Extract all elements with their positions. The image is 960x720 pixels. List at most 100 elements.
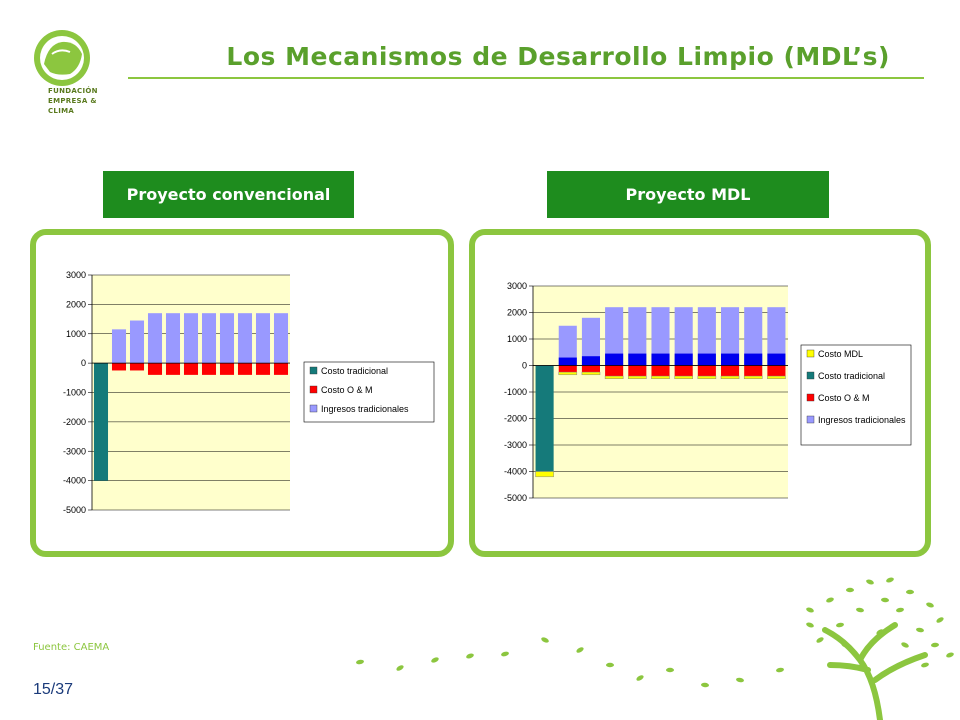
bar-ingresos-tradicionales <box>721 307 740 366</box>
y-tick-label: -3000 <box>63 446 86 456</box>
legend <box>303 361 435 423</box>
legend-swatch <box>309 385 318 394</box>
bar-ingresos-tradicionales <box>744 307 763 366</box>
leaf <box>816 637 824 643</box>
legend-label: Ingresos tradicionales <box>818 415 906 425</box>
y-tick-label: -5000 <box>63 505 86 515</box>
bar-ingresos-tradicionales <box>111 329 127 364</box>
leaf <box>836 622 844 628</box>
legend-swatch <box>309 404 318 413</box>
legend-label: Costo O & M <box>818 393 870 403</box>
leaf <box>841 642 849 648</box>
tree-illustration <box>356 577 954 720</box>
bar-costo-o-m <box>674 365 693 377</box>
leaf <box>881 597 889 603</box>
leaf <box>356 659 364 665</box>
y-tick-label: -2000 <box>504 414 527 424</box>
y-tick-label: 1000 <box>507 334 527 344</box>
bar-costo-mdl <box>581 371 601 376</box>
leaf <box>916 627 924 633</box>
bar-ingresos-mdl <box>767 353 786 366</box>
leaf <box>926 602 934 608</box>
bar-costo-mdl <box>720 375 740 380</box>
legend-label: Costo O & M <box>321 385 373 395</box>
bar-ingresos-tradicionales <box>581 317 600 366</box>
bar-ingresos-mdl <box>558 357 577 366</box>
legend-label: Costo tradicional <box>321 366 388 376</box>
source-note: Fuente: CAEMA <box>33 642 110 653</box>
bar-costo-o-m <box>558 365 577 373</box>
leaf <box>921 662 929 668</box>
leaf <box>856 607 864 613</box>
leaf <box>886 577 894 583</box>
logo-line-1: FUNDACIÓN <box>48 87 98 95</box>
leaf <box>541 637 549 643</box>
legend-label: Costo tradicional <box>818 371 885 381</box>
legend-swatch <box>309 366 318 375</box>
bar-ingresos-mdl <box>628 353 647 366</box>
bar-ingresos-tradicionales <box>183 313 199 364</box>
y-tick-label: 1000 <box>66 329 86 339</box>
y-tick-label: -2000 <box>63 417 86 427</box>
leaf <box>901 642 909 648</box>
bar-ingresos-mdl <box>697 353 716 366</box>
leaf <box>806 607 814 613</box>
bar-costo-o-m <box>147 363 163 375</box>
fundacion-logo <box>34 30 90 86</box>
bar-ingresos-tradicionales <box>273 313 289 364</box>
bar-costo-o-m <box>767 365 786 377</box>
bar-ingresos-tradicionales <box>697 307 716 366</box>
bar-costo-mdl <box>558 371 578 376</box>
bar-costo-o-m <box>255 363 271 375</box>
bar-costo-mdl <box>651 375 670 380</box>
chart-convencional: 3000 2000 1000 0 -1000 -2000 -3000 -4000 -5000 Co… <box>63 270 435 515</box>
bar-ingresos-tradicionales <box>651 307 670 366</box>
leaf <box>501 651 509 657</box>
leaf <box>826 597 834 603</box>
legend-swatch <box>806 349 815 358</box>
bar-costo-o-m <box>697 365 716 377</box>
leaf <box>636 675 644 681</box>
leaf <box>806 622 814 628</box>
bar-ingresos-mdl <box>744 353 763 366</box>
bar-costo-o-m <box>183 363 199 375</box>
legend-swatch <box>806 415 815 424</box>
y-tick-label: -4000 <box>504 467 527 477</box>
page-number: 15/37 <box>33 681 74 698</box>
section-header-mdl: Proyecto MDL <box>547 171 829 218</box>
bar-ingresos-tradicionales <box>558 325 577 366</box>
y-tick-label: -4000 <box>63 476 86 486</box>
legend-label: Costo MDL <box>818 349 863 359</box>
bar-costo-mdl <box>674 375 693 380</box>
bar-costo-mdl <box>767 375 786 380</box>
bar-ingresos-mdl <box>605 353 624 366</box>
bar-costo-mdl <box>697 375 717 380</box>
page-title: Los Mecanismos de Desarrollo Limpio (MDL… <box>226 42 890 71</box>
section-header-convencional: Proyecto convencional <box>103 171 354 218</box>
legend-swatch <box>806 393 815 402</box>
y-tick-label: 0 <box>522 361 527 371</box>
bar-costo-o-m <box>721 365 740 377</box>
bar-costo-o-m <box>219 363 235 375</box>
y-tick-label: 0 <box>81 358 86 368</box>
bar-ingresos-tradicionales <box>147 313 163 364</box>
leaf <box>431 657 439 663</box>
bar-costo-o-m <box>273 363 289 375</box>
bar-ingresos-tradicionales <box>219 313 235 364</box>
legend <box>800 344 912 446</box>
bar-costo-tradicional <box>535 365 554 472</box>
logo-text: FUNDACIÓN EMPRESA & CLIMA <box>48 86 98 116</box>
bar-ingresos-mdl <box>721 353 740 366</box>
bar-costo-mdl <box>743 375 763 380</box>
legend-label: Ingresos tradicionales <box>321 404 409 414</box>
bar-costo-o-m <box>581 365 600 373</box>
title-divider <box>128 77 924 79</box>
leaf <box>666 667 674 673</box>
bar-costo-mdl <box>628 375 647 380</box>
chart-mdl: 3000 2000 1000 0 -1000 -2000 -3000 -4000 -5000 Co… <box>504 281 912 503</box>
y-tick-label: 2000 <box>66 299 86 309</box>
bar-ingresos-tradicionales <box>201 313 217 364</box>
y-tick-label: 3000 <box>66 270 86 280</box>
logo-line-3: CLIMA <box>48 107 75 115</box>
bar-ingresos-tradicionales <box>628 307 647 366</box>
